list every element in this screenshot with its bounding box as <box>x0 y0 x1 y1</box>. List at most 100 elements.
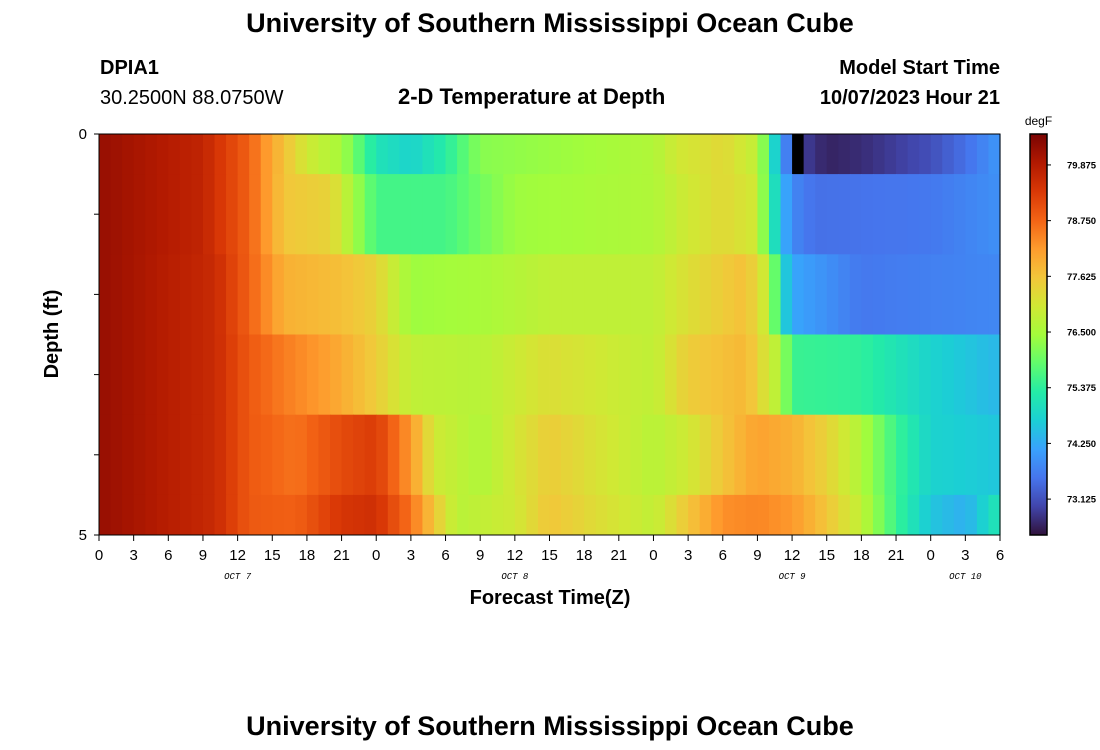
heatmap-cell <box>561 134 574 175</box>
heatmap-cell <box>295 414 308 496</box>
heatmap-cell <box>549 494 562 536</box>
heatmap-cell <box>353 414 366 496</box>
heatmap-cell <box>757 254 770 335</box>
model-start-label: Model Start Time <box>839 57 1000 79</box>
heatmap-cell <box>156 494 169 536</box>
heatmap-cell <box>826 494 839 536</box>
heatmap-cell <box>214 174 227 255</box>
heatmap-cell <box>433 174 447 255</box>
heatmap-cell <box>202 414 216 496</box>
heatmap-cell <box>387 254 400 335</box>
heatmap-cell <box>526 174 539 255</box>
heatmap-cell <box>768 414 782 496</box>
heatmap-cell <box>561 174 574 255</box>
x-tick-label: 21 <box>333 547 350 564</box>
heatmap-cell <box>433 414 447 496</box>
heatmap-cell <box>595 494 608 536</box>
heatmap-cell <box>688 254 701 335</box>
heatmap-cell <box>584 174 597 255</box>
date-label: OCT 8 <box>501 572 529 582</box>
heatmap-cell <box>537 254 551 335</box>
x-tick-label: 15 <box>541 547 558 564</box>
heatmap-cell <box>202 334 216 416</box>
heatmap-cell <box>595 414 608 496</box>
heatmap-cell <box>930 414 943 496</box>
heatmap-cell <box>861 174 874 255</box>
heatmap-cell <box>399 134 412 175</box>
heatmap-cell <box>272 254 285 335</box>
heatmap-cell <box>838 134 851 175</box>
heatmap-cell <box>399 174 412 255</box>
heatmap-cell <box>330 414 343 496</box>
heatmap-cell <box>295 134 308 175</box>
heatmap-cell <box>896 494 909 536</box>
heatmap-cell <box>711 414 724 496</box>
heatmap-cell <box>896 254 909 335</box>
heatmap-cell <box>861 414 874 496</box>
heatmap-cell <box>815 494 828 536</box>
heatmap-cell <box>665 494 678 536</box>
heatmap-cell <box>110 494 123 536</box>
heatmap-cell <box>953 134 966 175</box>
heatmap-cell <box>607 414 620 496</box>
heatmap-cell <box>942 334 955 416</box>
heatmap-cell <box>457 134 470 175</box>
x-tick-label: 6 <box>719 547 727 564</box>
heatmap-cell <box>607 254 620 335</box>
heatmap-cell <box>260 254 273 335</box>
heatmap-cell <box>480 254 493 335</box>
heatmap-cell <box>491 254 504 335</box>
heatmap-cell <box>226 334 239 416</box>
heatmap-cell <box>422 334 435 416</box>
heatmap-cell <box>792 134 805 175</box>
heatmap-cell <box>445 134 458 175</box>
heatmap-cell <box>387 414 400 496</box>
heatmap-cell <box>145 254 158 335</box>
heatmap-cell <box>780 254 793 335</box>
heatmap-cell <box>237 414 250 496</box>
colorbar-tick-label: 74.250 <box>1067 439 1096 450</box>
heatmap-cell <box>953 414 966 496</box>
heatmap-cell <box>665 414 678 496</box>
heatmap-cell <box>595 134 608 175</box>
heatmap-cell <box>641 414 655 496</box>
heatmap-cell <box>919 174 932 255</box>
heatmap-cell <box>896 414 909 496</box>
chart-subtitle: 2-D Temperature at Depth <box>398 84 666 109</box>
date-label: OCT 7 <box>224 572 252 582</box>
heatmap-cell <box>260 134 273 175</box>
station-coordinates: 30.2500N 88.0750W <box>100 87 284 109</box>
heatmap-cell <box>433 334 447 416</box>
heatmap-cell <box>653 414 666 496</box>
heatmap-cell <box>653 174 666 255</box>
heatmap-cell <box>491 334 504 416</box>
footer-title: University of Southern Mississippi Ocean… <box>246 711 854 741</box>
heatmap-cell <box>826 254 839 335</box>
heatmap-cell <box>480 134 493 175</box>
heatmap-cell <box>549 334 562 416</box>
heatmap-cell <box>838 254 851 335</box>
heatmap-cell <box>410 414 424 496</box>
heatmap-cell <box>99 414 112 496</box>
heatmap-cell <box>410 494 424 536</box>
heatmap-cell <box>514 334 527 416</box>
y-tick-label: 5 <box>79 527 87 544</box>
x-tick-label: 3 <box>684 547 692 564</box>
heatmap-cell <box>330 134 343 175</box>
heatmap-cell <box>815 134 828 175</box>
heatmap-cell <box>480 334 493 416</box>
heatmap-cell <box>468 494 481 536</box>
heatmap-cell <box>364 414 377 496</box>
heatmap-cell <box>145 414 158 496</box>
heatmap-cell <box>988 254 1001 335</box>
heatmap-cell <box>953 494 966 536</box>
heatmap-cell <box>630 254 643 335</box>
heatmap-cell <box>930 134 943 175</box>
heatmap-cell <box>457 494 470 536</box>
heatmap-cell <box>861 134 874 175</box>
heatmap-cell <box>815 334 828 416</box>
heatmap-cell <box>884 334 897 416</box>
heatmap-cell <box>976 174 990 255</box>
heatmap-cell <box>826 134 839 175</box>
heatmap-cell <box>433 254 447 335</box>
